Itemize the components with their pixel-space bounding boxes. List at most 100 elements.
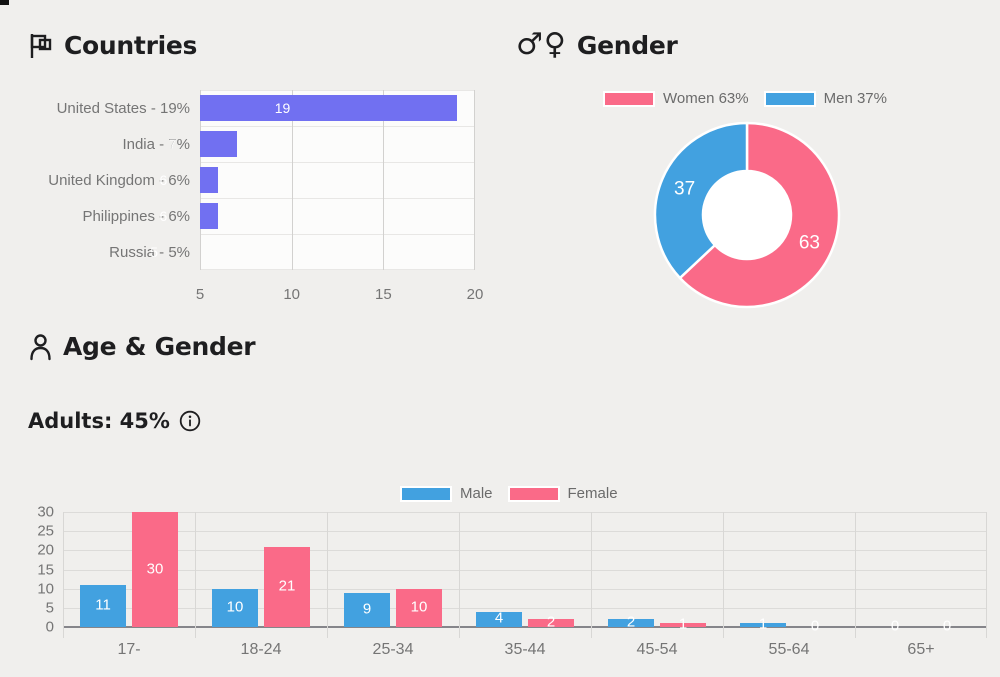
gender-title: Gender <box>576 30 678 60</box>
x-axis-tick-label: 15 <box>374 286 392 303</box>
gridline <box>723 512 724 638</box>
bar-value-label: 6 <box>159 172 168 188</box>
age-gender-header: Age & Gender <box>28 332 256 361</box>
bar-value-label: 2 <box>546 613 556 631</box>
age-category-label: 65+ <box>907 641 935 658</box>
bar-value-label: 30 <box>146 560 164 577</box>
gridline <box>195 512 196 638</box>
country-bar[interactable] <box>200 131 237 157</box>
y-axis-tick-label: 30 <box>37 503 54 521</box>
gridline <box>63 569 987 571</box>
x-axis-tick-label: 20 <box>466 286 484 303</box>
country-bar[interactable] <box>200 203 219 229</box>
y-axis-tick-label: 15 <box>37 561 54 578</box>
country-category-label: Philippines - 6% <box>82 207 190 225</box>
bar-value-label: 1 <box>758 615 768 633</box>
bar-value-label: 0 <box>890 617 900 635</box>
gridline <box>200 234 475 235</box>
donut-slice-women[interactable] <box>678 121 841 309</box>
gridline <box>292 90 293 270</box>
bar-value-label: 2 <box>626 613 636 631</box>
y-axis-tick-label: 5 <box>45 599 54 617</box>
age-bar-female[interactable] <box>396 588 442 627</box>
age-bar-male[interactable] <box>344 592 390 627</box>
age-bar-male[interactable] <box>608 619 654 627</box>
age-gender-plot: 0 5 10 15 20 25 30 17- 11 30 18-24 10 21 25-34 9 10 35-4… <box>37 504 987 658</box>
bar-value-label: 5 <box>150 244 159 260</box>
age-bar-male[interactable] <box>80 584 126 627</box>
gridline <box>474 90 475 270</box>
age-bar-male[interactable] <box>740 623 786 627</box>
gridline <box>63 607 987 609</box>
age-category-label: 35-44 <box>504 641 546 658</box>
gridline <box>200 269 475 270</box>
gridline <box>200 198 475 199</box>
gridline <box>591 512 592 638</box>
gender-header: ♂♀ Gender <box>516 30 678 60</box>
bar-value-label: 0 <box>810 617 820 635</box>
gridline <box>63 531 987 533</box>
bar-value-label: 9 <box>362 600 372 618</box>
legend-label: Men 37% <box>823 90 887 107</box>
bar-value-label: 1 <box>678 615 688 633</box>
gridline <box>855 512 856 638</box>
country-bar[interactable] <box>200 167 219 193</box>
male-female-icon: ♂♀ <box>516 27 567 62</box>
x-axis-line <box>63 626 987 628</box>
gridline <box>200 162 475 163</box>
gridline <box>383 90 384 270</box>
age-bar-female[interactable] <box>528 619 574 627</box>
legend-item[interactable]: Women 63% <box>603 90 764 107</box>
slice-value-label: 37 <box>674 179 695 200</box>
donut-slice-men[interactable] <box>653 121 749 280</box>
country-category-label: United Kingdom - 6% <box>48 171 190 189</box>
gridline <box>327 512 328 638</box>
countries-header: Countries <box>28 31 197 60</box>
countries-title: Countries <box>64 31 198 60</box>
bar-value-label: 19 <box>274 100 291 116</box>
legend-swatch <box>400 485 452 502</box>
legend-label: Male <box>460 485 493 502</box>
y-axis-tick-label: 0 <box>45 618 54 636</box>
slice-value-label: 63 <box>799 233 820 254</box>
age-bar-male[interactable] <box>476 611 522 627</box>
gender-donut-chart: 63 37 <box>653 121 841 309</box>
age-category-label: 55-64 <box>768 641 810 658</box>
legend-label: Female <box>567 485 618 502</box>
legend-swatch <box>507 485 560 502</box>
person-icon <box>28 333 53 361</box>
donut-hole <box>701 169 793 261</box>
flag-icon <box>28 32 54 60</box>
gridline <box>63 588 987 590</box>
bar-value-label: 10 <box>410 598 428 616</box>
gridline <box>63 512 987 513</box>
bar-value-label: 11 <box>95 596 111 614</box>
gender-legend: Women 63% Men 37% <box>603 90 902 107</box>
gridline <box>200 90 475 91</box>
bar-value-label: 7 <box>168 136 177 152</box>
age-bar-female[interactable] <box>264 546 310 627</box>
age-category-label: 45-54 <box>636 641 678 658</box>
legend-item[interactable]: Male <box>400 485 508 502</box>
y-axis-tick-label: 25 <box>37 522 54 540</box>
country-category-label: Russia - 5% <box>109 243 190 261</box>
age-category-label: 17- <box>117 641 141 658</box>
age-bar-female[interactable] <box>660 623 706 627</box>
country-category-label: United States - 19% <box>56 99 190 117</box>
legend-swatch <box>603 90 655 107</box>
legend-item[interactable]: Men 37% <box>763 90 902 107</box>
age-category-label: 18-24 <box>240 641 282 658</box>
info-icon[interactable] <box>179 410 201 432</box>
legend-item[interactable]: Female <box>507 485 633 502</box>
age-bar-male[interactable] <box>212 588 258 627</box>
y-axis-tick-label: 20 <box>37 541 54 559</box>
age-gender-legend: Male Female <box>400 485 633 502</box>
bar-value-label: 0 <box>942 617 952 635</box>
legend-label: Women 63% <box>663 90 749 107</box>
x-axis-tick-label: 5 <box>195 286 205 303</box>
x-axis-tick-label: 10 <box>283 286 300 303</box>
country-bar[interactable] <box>200 95 457 121</box>
age-bar-female[interactable] <box>132 512 178 627</box>
bar-value-label: 21 <box>278 577 296 595</box>
